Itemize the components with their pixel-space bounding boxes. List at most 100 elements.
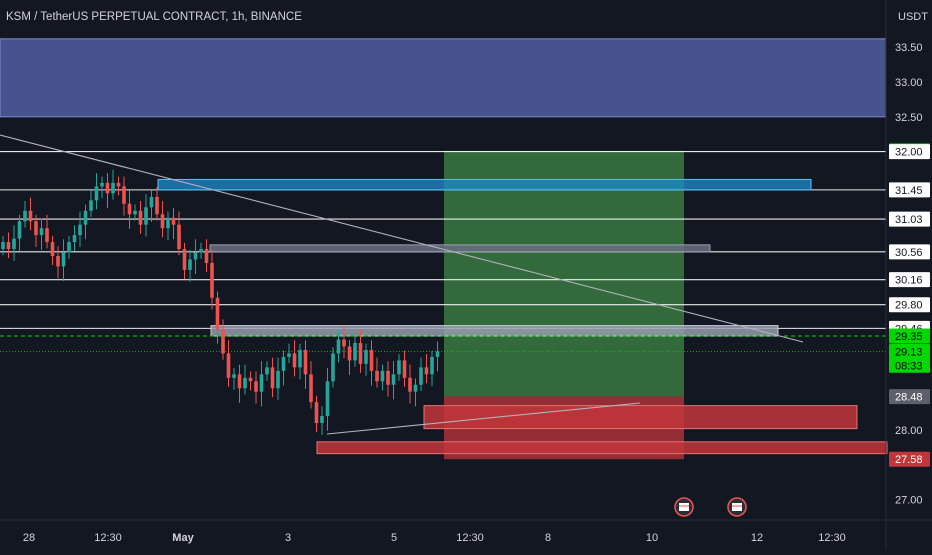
candle-27[interactable] <box>149 196 154 208</box>
candle-35[interactable] <box>193 252 198 260</box>
candle-33[interactable] <box>182 249 187 270</box>
candle-58[interactable] <box>320 416 324 424</box>
candle-23[interactable] <box>127 203 132 215</box>
candle-73[interactable] <box>402 360 407 378</box>
candle-77[interactable] <box>424 367 429 375</box>
candle-30[interactable] <box>166 217 170 229</box>
candle-56[interactable] <box>309 374 313 403</box>
candle-31[interactable] <box>171 217 176 225</box>
long-position-profit-zone[interactable] <box>444 150 684 397</box>
candle-9[interactable] <box>50 242 55 256</box>
candle-48[interactable] <box>265 367 269 375</box>
event-marker-flag-icon-0 <box>679 503 689 511</box>
candle-46[interactable] <box>254 381 258 392</box>
candle-65[interactable] <box>358 343 363 364</box>
candle-57[interactable] <box>314 402 319 424</box>
candle-21[interactable] <box>116 182 121 187</box>
candle-36[interactable] <box>199 249 203 253</box>
zone-gray-29.4[interactable] <box>210 325 779 337</box>
price-label-11: 28.48 <box>895 392 923 404</box>
price-label-box-8 <box>889 328 930 344</box>
price-label-box-2 <box>889 182 930 198</box>
candle-69[interactable] <box>380 370 385 382</box>
candle-53[interactable] <box>292 353 297 368</box>
candle-71[interactable] <box>391 374 396 385</box>
candle-20[interactable] <box>111 182 115 194</box>
candle-70[interactable] <box>386 370 390 385</box>
zone-red-27.8[interactable] <box>316 441 888 455</box>
candle-52[interactable] <box>287 353 291 357</box>
supply-zone-blue[interactable] <box>157 178 812 191</box>
candle-62[interactable] <box>342 339 346 347</box>
candle-72[interactable] <box>397 360 401 375</box>
price-label-1: 32.00 <box>895 147 923 159</box>
candle-4[interactable] <box>23 210 27 222</box>
descending-trendline[interactable] <box>0 134 804 343</box>
candle-74[interactable] <box>408 377 412 392</box>
candle-40[interactable] <box>221 329 225 354</box>
candle-26[interactable] <box>144 207 148 225</box>
candle-3[interactable] <box>17 221 22 239</box>
candle-55[interactable] <box>303 349 308 375</box>
candle-61[interactable] <box>336 339 341 354</box>
candle-17[interactable] <box>94 186 99 201</box>
candle-39[interactable] <box>215 297 220 330</box>
candle-15[interactable] <box>83 210 88 225</box>
candle-1[interactable] <box>6 242 11 250</box>
zone-red-28.0[interactable] <box>423 405 858 430</box>
candle-41[interactable] <box>226 353 231 378</box>
candle-19[interactable] <box>105 182 110 194</box>
ascending-trendline[interactable] <box>326 402 641 435</box>
candle-16[interactable] <box>89 200 93 211</box>
candle-54[interactable] <box>298 349 302 368</box>
candle-10[interactable] <box>56 256 60 267</box>
candle-24[interactable] <box>133 210 137 215</box>
candle-43[interactable] <box>237 374 242 389</box>
resistance-zone-top[interactable] <box>0 38 887 118</box>
candle-0[interactable] <box>1 242 5 250</box>
candle-64[interactable] <box>353 343 357 361</box>
zone-gray-30.6[interactable] <box>209 244 711 253</box>
candle-44[interactable] <box>243 377 247 389</box>
candle-12[interactable] <box>67 242 71 253</box>
candle-32[interactable] <box>177 224 181 250</box>
candle-5[interactable] <box>28 210 33 222</box>
price-tick-label: 33.00 <box>895 77 923 89</box>
candle-18[interactable] <box>100 182 104 187</box>
time-tick-label: 12:30 <box>818 532 846 544</box>
price-label-3: 31.03 <box>895 214 923 226</box>
candle-51[interactable] <box>281 356 286 371</box>
candle-38[interactable] <box>210 262 214 298</box>
candle-34[interactable] <box>188 259 192 270</box>
candle-47[interactable] <box>259 374 264 392</box>
candle-11[interactable] <box>61 252 66 267</box>
price-label-6: 29.80 <box>895 300 923 312</box>
candle-60[interactable] <box>331 353 335 382</box>
candle-6[interactable] <box>34 221 38 236</box>
candle-14[interactable] <box>78 224 82 236</box>
candle-76[interactable] <box>419 367 423 385</box>
candle-78[interactable] <box>430 356 434 375</box>
candle-63[interactable] <box>347 346 352 361</box>
candle-59[interactable] <box>325 381 330 417</box>
candle-25[interactable] <box>138 210 143 225</box>
candle-2[interactable] <box>12 238 16 250</box>
candle-29[interactable] <box>160 214 165 229</box>
candle-67[interactable] <box>369 349 374 371</box>
candle-13[interactable] <box>72 235 77 243</box>
candle-49[interactable] <box>270 367 275 389</box>
candle-45[interactable] <box>248 377 253 382</box>
candle-50[interactable] <box>276 370 280 389</box>
candle-28[interactable] <box>155 196 159 215</box>
candle-42[interactable] <box>232 374 236 378</box>
candle-68[interactable] <box>375 370 379 382</box>
candle-66[interactable] <box>364 349 368 364</box>
candle-7[interactable] <box>39 228 44 236</box>
candle-79[interactable] <box>435 351 440 357</box>
candle-8[interactable] <box>45 228 49 243</box>
candle-75[interactable] <box>413 384 418 392</box>
candle-22[interactable] <box>122 186 126 204</box>
candle-37[interactable] <box>204 249 209 263</box>
